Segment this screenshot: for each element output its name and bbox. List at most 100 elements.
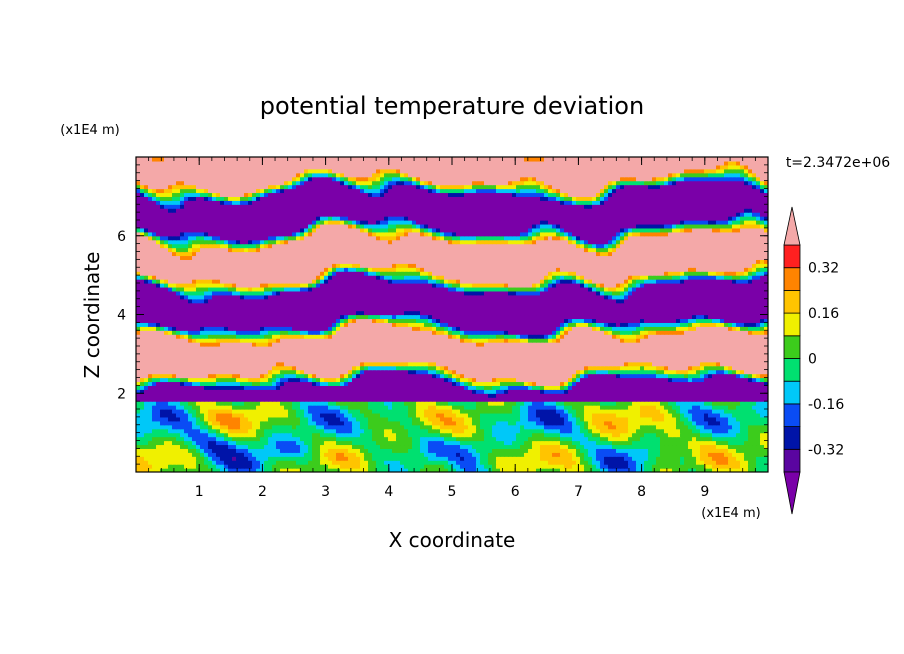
- heatmap-cell: [404, 464, 409, 469]
- heatmap-cell: [552, 420, 557, 426]
- heatmap-cell: [364, 416, 369, 422]
- heatmap-cell: [528, 377, 533, 383]
- heatmap-cell: [556, 405, 561, 410]
- heatmap-cell: [624, 444, 629, 449]
- heatmap-cell: [396, 369, 401, 375]
- heatmap-cell: [344, 385, 349, 390]
- heatmap-cell: [452, 365, 457, 371]
- heatmap-cell: [172, 401, 177, 406]
- heatmap-cell: [660, 452, 665, 457]
- heatmap-cell: [420, 346, 425, 351]
- heatmap-cell: [164, 381, 169, 386]
- heatmap-cell: [328, 377, 333, 383]
- heatmap-cell: [604, 456, 609, 461]
- heatmap-cell: [644, 369, 649, 375]
- heatmap-cell: [272, 412, 277, 418]
- heatmap-cell: [172, 377, 177, 383]
- heatmap-cell: [252, 353, 257, 359]
- heatmap-cell: [712, 393, 717, 398]
- heatmap-cell: [496, 349, 501, 355]
- heatmap-cell: [588, 393, 593, 398]
- heatmap-cell: [432, 464, 437, 469]
- heatmap-cell: [148, 357, 153, 363]
- heatmap-cell: [660, 397, 665, 402]
- heatmap-cell: [440, 353, 445, 359]
- heatmap-cell: [624, 377, 629, 383]
- heatmap-cell: [216, 456, 221, 461]
- heatmap-cell: [348, 448, 353, 453]
- heatmap-cell: [376, 349, 381, 355]
- heatmap-cell: [536, 409, 541, 414]
- heatmap-cell: [412, 436, 417, 442]
- heatmap-cell: [152, 405, 157, 410]
- heatmap-cell: [688, 420, 693, 426]
- heatmap-cell: [396, 397, 401, 402]
- heatmap-cell: [152, 373, 157, 379]
- heatmap-cell: [320, 381, 325, 386]
- heatmap-cell: [544, 405, 549, 410]
- heatmap-cell: [684, 377, 689, 383]
- heatmap-cell: [284, 409, 289, 414]
- heatmap-cell: [532, 405, 537, 410]
- heatmap-cell: [512, 361, 517, 367]
- heatmap-cell: [640, 353, 645, 359]
- heatmap-cell: [376, 385, 381, 390]
- heatmap-cell: [216, 420, 221, 426]
- heatmap-cell: [268, 357, 273, 363]
- heatmap-cell: [368, 464, 373, 469]
- heatmap-cell: [612, 393, 617, 398]
- heatmap-cell: [740, 373, 745, 379]
- heatmap-cell: [640, 420, 645, 426]
- heatmap-cell: [576, 436, 581, 442]
- heatmap-cell: [156, 357, 161, 363]
- heatmap-cell: [248, 377, 253, 383]
- heatmap-cell: [668, 448, 673, 453]
- heatmap-cell: [432, 385, 437, 390]
- heatmap-cell: [188, 412, 193, 418]
- heatmap-cell: [472, 456, 477, 461]
- heatmap-cell: [760, 468, 765, 472]
- heatmap-cell: [764, 393, 768, 398]
- heatmap-cell: [196, 432, 201, 438]
- heatmap-cell: [464, 381, 469, 386]
- heatmap-cell: [588, 436, 593, 442]
- heatmap-cell: [424, 424, 429, 430]
- heatmap-cell: [636, 365, 641, 371]
- heatmap-cell: [516, 460, 521, 465]
- heatmap-cell: [272, 357, 277, 363]
- heatmap-cell: [328, 361, 333, 367]
- heatmap-cell: [716, 448, 721, 453]
- heatmap-cell: [648, 349, 653, 355]
- heatmap-cell: [672, 460, 677, 465]
- heatmap-cell: [160, 464, 165, 469]
- heatmap-cell: [416, 397, 421, 402]
- heatmap-cell: [732, 412, 737, 418]
- heatmap-cell: [696, 361, 701, 367]
- heatmap-cell: [620, 369, 625, 375]
- heatmap-cell: [324, 349, 329, 355]
- heatmap-cell: [620, 452, 625, 457]
- heatmap-cell: [540, 424, 545, 430]
- heatmap-cell: [452, 397, 457, 402]
- heatmap-cell: [680, 361, 685, 367]
- heatmap-cell: [428, 424, 433, 430]
- heatmap-cell: [408, 353, 413, 359]
- heatmap-cell: [492, 373, 497, 379]
- heatmap-cell: [352, 397, 357, 402]
- heatmap-cell: [344, 420, 349, 426]
- heatmap-cell: [392, 365, 397, 371]
- heatmap-cell: [764, 436, 768, 442]
- heatmap-cell: [596, 377, 601, 383]
- heatmap-cell: [224, 448, 229, 453]
- heatmap-cell: [244, 365, 249, 371]
- heatmap-cell: [540, 361, 545, 367]
- heatmap-cell: [404, 448, 409, 453]
- heatmap-cell: [508, 405, 513, 410]
- heatmap-cell: [444, 373, 449, 379]
- heatmap-cell: [236, 349, 241, 355]
- heatmap-cell: [404, 436, 409, 442]
- heatmap-cell: [396, 409, 401, 414]
- heatmap-cell: [728, 361, 733, 367]
- heatmap-cell: [264, 361, 269, 367]
- heatmap-cell: [472, 373, 477, 379]
